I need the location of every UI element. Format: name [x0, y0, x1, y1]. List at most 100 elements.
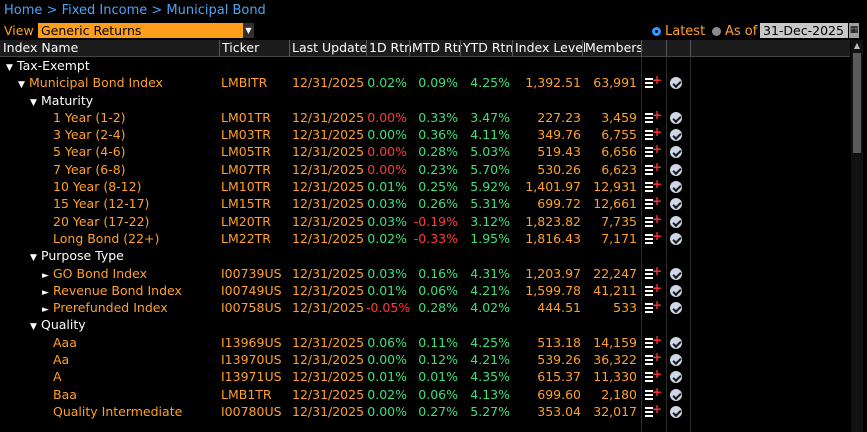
add-to-list-icon[interactable]: +	[645, 386, 662, 403]
add-to-list-icon[interactable]: +	[645, 74, 662, 91]
breadcrumb-home[interactable]: Home	[4, 3, 43, 18]
view-dropdown[interactable]: Generic Returns ▼	[38, 23, 254, 38]
add-to-list-icon[interactable]: +	[645, 143, 662, 160]
ticker-cell[interactable]: LM01TR	[221, 109, 271, 125]
chart-icon[interactable]	[670, 178, 686, 195]
ticker-cell[interactable]: LMBITR	[221, 75, 268, 91]
table-row[interactable]: ► Revenue Bond Index I00749US 12/31/2025 0.0…	[0, 282, 850, 299]
group-row[interactable]: ▼ Quality	[0, 316, 850, 333]
table-row[interactable]: A I13971US 12/31/2025 0.01% 0.01% 4.35% 615.37…	[0, 368, 850, 385]
table-row[interactable]: 5 Year (4-6) LM05TR 12/31/2025 0.00% 0.28% 5.…	[0, 143, 850, 160]
table-row[interactable]: 3 Year (2-4) LM03TR 12/31/2025 0.00% 0.36% 4.…	[0, 126, 850, 143]
add-to-list-icon[interactable]: +	[645, 351, 662, 368]
add-to-list-icon[interactable]: +	[645, 178, 662, 195]
chart-icon[interactable]	[670, 351, 686, 368]
as-of-date-field[interactable]: 31-Dec-2025	[760, 23, 848, 38]
ticker-cell[interactable]: LM10TR	[221, 179, 271, 195]
col-mtd-rtn[interactable]: MTD Rtn	[409, 40, 462, 56]
index-name-cell[interactable]: 20 Year (17-22)	[42, 213, 149, 230]
chart-icon[interactable]	[670, 230, 686, 247]
table-row[interactable]: Quality Intermediate I00780US 12/31/2025 0.…	[0, 403, 850, 420]
chart-icon[interactable]	[670, 74, 686, 91]
col-ytd-rtn[interactable]: YTD Rtn	[460, 40, 514, 56]
table-row[interactable]: ► GO Bond Index I00739US 12/31/2025 0.03% 0.1…	[0, 265, 850, 282]
index-name-cell[interactable]: ▼ Municipal Bond Index	[18, 74, 163, 94]
group-row[interactable]: ▼ Purpose Type	[0, 247, 850, 264]
index-name-cell[interactable]: ► GO Bond Index	[42, 265, 147, 285]
table-row[interactable]: ▼ Municipal Bond Index LMBITR 12/31/2025 0.0…	[0, 74, 850, 91]
ticker-cell[interactable]: LM05TR	[221, 144, 271, 160]
index-name-cell[interactable]: 1 Year (1-2)	[42, 109, 126, 126]
table-row[interactable]: Aaa I13969US 12/31/2025 0.06% 0.11% 4.25% 513.…	[0, 334, 850, 351]
scroll-up-icon[interactable]: ▲	[853, 41, 861, 50]
index-name-cell[interactable]: Long Bond (22+)	[42, 230, 159, 247]
index-name-cell[interactable]: 5 Year (4-6)	[42, 143, 126, 160]
index-name-cell[interactable]: ▼ Purpose Type	[30, 247, 124, 267]
chart-icon[interactable]	[670, 265, 686, 282]
group-row[interactable]: ▼ Tax-Exempt	[0, 57, 850, 74]
index-name-cell[interactable]: Quality Intermediate	[42, 403, 182, 420]
index-name-cell[interactable]: 10 Year (8-12)	[42, 178, 141, 195]
ticker-cell[interactable]: LMB1TR	[221, 386, 272, 402]
add-to-list-icon[interactable]: +	[645, 403, 662, 420]
expand-down-icon[interactable]: ▼	[18, 80, 25, 91]
ticker-cell[interactable]: LM15TR	[221, 196, 271, 212]
col-last-update[interactable]: Last Update	[289, 40, 367, 56]
expand-down-icon[interactable]: ▼	[30, 253, 37, 264]
chart-icon[interactable]	[670, 143, 686, 160]
index-name-cell[interactable]: 3 Year (2-4)	[42, 126, 126, 143]
chart-icon[interactable]	[670, 282, 686, 299]
ticker-cell[interactable]: I00739US	[221, 265, 282, 281]
index-name-cell[interactable]: Aa	[42, 351, 69, 368]
col-members[interactable]: Members	[582, 40, 643, 56]
add-to-list-icon[interactable]: +	[645, 161, 662, 178]
table-row[interactable]: 10 Year (8-12) LM10TR 12/31/2025 0.01% 0.25%…	[0, 178, 850, 195]
add-to-list-icon[interactable]: +	[645, 230, 662, 247]
index-name-cell[interactable]: A	[42, 368, 62, 385]
chart-icon[interactable]	[670, 299, 686, 316]
expand-down-icon[interactable]: ▼	[30, 97, 37, 108]
col-index-level[interactable]: Index Level	[512, 40, 585, 56]
ticker-cell[interactable]: I00758US	[221, 300, 282, 316]
latest-radio[interactable]: Latest	[652, 23, 705, 39]
add-to-list-icon[interactable]: +	[645, 109, 662, 126]
breadcrumb-fixed-income[interactable]: Fixed Income	[61, 3, 148, 18]
col-ticker[interactable]: Ticker	[219, 40, 292, 56]
add-to-list-icon[interactable]: +	[645, 265, 662, 282]
table-row[interactable]: 20 Year (17-22) LM20TR 12/31/2025 0.03% -0.1…	[0, 213, 850, 230]
ticker-cell[interactable]: I13969US	[221, 334, 282, 350]
index-name-cell[interactable]: 7 Year (6-8)	[42, 161, 126, 178]
chart-icon[interactable]	[670, 109, 686, 126]
table-row[interactable]: 7 Year (6-8) LM07TR 12/31/2025 0.00% 0.23% 5.…	[0, 161, 850, 178]
index-name-cell[interactable]: Aaa	[42, 334, 77, 351]
expand-right-icon[interactable]: ►	[42, 287, 49, 298]
ticker-cell[interactable]: LM07TR	[221, 161, 271, 177]
chevron-down-icon[interactable]: ▼	[243, 23, 254, 38]
add-to-list-icon[interactable]: +	[645, 299, 662, 316]
add-to-list-icon[interactable]: +	[645, 368, 662, 385]
breadcrumb-municipal-bond[interactable]: Municipal Bond	[166, 3, 266, 18]
add-to-list-icon[interactable]: +	[645, 126, 662, 143]
as-of-radio[interactable]: As of	[712, 23, 757, 39]
index-name-cell[interactable]: Baa	[42, 386, 77, 403]
col-index-name[interactable]: Index Name	[3, 40, 79, 55]
ticker-cell[interactable]: I00780US	[221, 403, 282, 419]
chart-icon[interactable]	[670, 334, 686, 351]
ticker-cell[interactable]: LM03TR	[221, 127, 271, 143]
chart-icon[interactable]	[670, 213, 686, 230]
group-row[interactable]: ▼ Maturity	[0, 92, 850, 109]
index-name-cell[interactable]: ► Prerefunded Index	[42, 299, 168, 319]
scroll-thumb[interactable]	[853, 53, 861, 153]
add-to-list-icon[interactable]: +	[645, 213, 662, 230]
calendar-icon[interactable]: ▦	[849, 23, 859, 38]
index-name-cell[interactable]: ▼ Maturity	[30, 92, 93, 112]
ticker-cell[interactable]: LM22TR	[221, 230, 271, 246]
chart-icon[interactable]	[670, 195, 686, 212]
expand-right-icon[interactable]: ►	[42, 305, 49, 316]
add-to-list-icon[interactable]: +	[645, 282, 662, 299]
chart-icon[interactable]	[670, 386, 686, 403]
chart-icon[interactable]	[670, 403, 686, 420]
col-1d-rtn[interactable]: 1D Rtn	[366, 40, 411, 56]
table-row[interactable]: Aa I13970US 12/31/2025 0.00% 0.12% 4.21% 539.2…	[0, 351, 850, 368]
add-to-list-icon[interactable]: +	[645, 334, 662, 351]
